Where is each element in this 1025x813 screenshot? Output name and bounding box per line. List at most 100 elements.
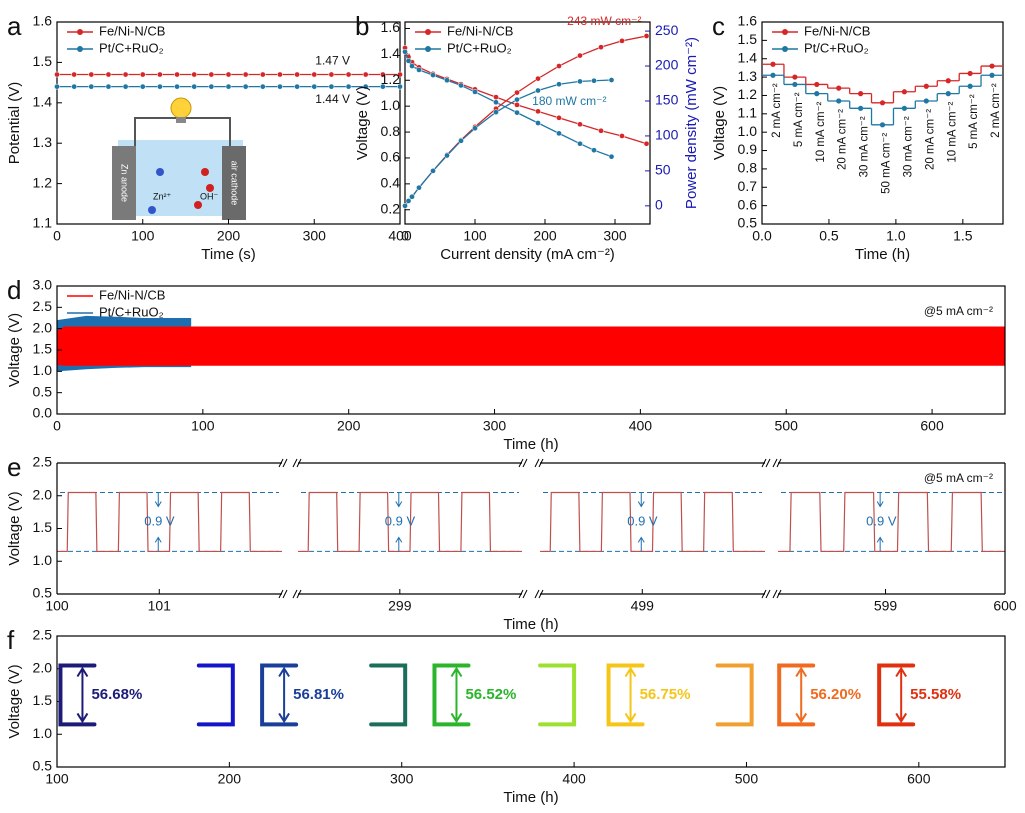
- axis-break: [761, 458, 771, 468]
- data-point: [923, 83, 929, 89]
- gap-arrows: [395, 492, 403, 552]
- axis-break: [761, 589, 771, 599]
- data-point: [535, 87, 541, 94]
- y-tick-label: 250: [655, 22, 679, 38]
- data-point: [88, 83, 95, 90]
- data-point: [294, 83, 300, 90]
- data-point: [174, 83, 180, 90]
- data-point: [535, 120, 541, 126]
- data-point: [402, 202, 408, 209]
- x-tick-label: 600: [920, 418, 944, 434]
- data-point: [416, 67, 422, 73]
- axis-break: [772, 589, 782, 599]
- axis-break: [292, 589, 302, 599]
- axis-break: [292, 458, 302, 468]
- data-point: [472, 89, 478, 95]
- step-label: 10 mA cm⁻²: [946, 101, 958, 162]
- inset-label: Zn²⁺: [153, 191, 172, 201]
- efficiency-arrow: [795, 666, 808, 724]
- y-tick-label: 1.4: [738, 49, 758, 65]
- data-point: [380, 71, 386, 78]
- x-tick-label: 300: [303, 228, 327, 244]
- axis-break: [772, 458, 782, 468]
- data-point: [945, 91, 951, 97]
- y-tick-label: 1.6: [33, 13, 53, 29]
- data-point: [311, 83, 318, 90]
- air-cathode: [222, 146, 246, 220]
- panel-label: b: [355, 11, 369, 41]
- data-point: [405, 198, 412, 204]
- bulb-base: [176, 117, 186, 123]
- y-tick-label: 2.5: [33, 298, 53, 314]
- x-tick-label: 100: [191, 418, 215, 434]
- efficiency-label: 55.58%: [910, 686, 961, 703]
- x-tick-label: 100: [45, 771, 69, 787]
- y-tick-label: 1.4: [33, 94, 53, 110]
- data-point: [858, 105, 864, 111]
- data-point: [493, 109, 499, 116]
- gap-label: 0.9 V: [866, 513, 897, 528]
- data-point: [105, 83, 112, 90]
- inset-label: air cathode: [230, 161, 240, 206]
- ion: [194, 201, 202, 209]
- data-point: [556, 114, 562, 121]
- data-point: [362, 83, 369, 90]
- data-point: [294, 71, 300, 78]
- annotation: 1.44 V: [315, 92, 350, 106]
- data-point: [345, 83, 352, 90]
- data-point: [458, 137, 464, 144]
- cycle-bracket: [58, 663, 97, 727]
- x-axis-label: Time (h): [503, 616, 558, 633]
- x-tick-label: 400: [629, 418, 653, 434]
- y-tick-label: 1.0: [33, 362, 53, 378]
- data-point: [208, 71, 215, 78]
- y-axis-label: Voltage (V): [6, 664, 23, 738]
- data-point: [54, 83, 60, 90]
- annotation: 180 mW cm⁻²: [532, 94, 606, 108]
- legend-label: Pt/C+RuO₂: [447, 40, 512, 55]
- axis-break: [278, 589, 288, 599]
- efficiency-arrow: [76, 666, 89, 724]
- data-point: [814, 81, 820, 88]
- step-label: 2 mA cm⁻²: [990, 83, 1002, 138]
- annotation: @5 mA cm⁻²: [924, 304, 993, 318]
- y-tick-label: 1.1: [738, 105, 758, 121]
- data-point: [556, 63, 562, 69]
- step-label: 5 mA cm⁻²: [793, 92, 805, 147]
- data-point: [967, 83, 973, 89]
- y-tick-label: 0.8: [738, 160, 758, 176]
- cycle-bracket: [877, 663, 916, 727]
- y-tick-label: 1.5: [33, 692, 53, 708]
- data-point: [88, 71, 95, 78]
- data-point: [409, 193, 415, 200]
- y-tick-label: 150: [655, 92, 679, 108]
- y-tick-label: 1.1: [33, 215, 53, 231]
- data-point: [405, 57, 412, 64]
- voltage-profile: [298, 491, 522, 553]
- data-point: [493, 94, 499, 100]
- axis-break: [278, 458, 288, 468]
- data-point: [901, 105, 907, 111]
- voltage-profile: [778, 491, 1005, 553]
- x-axis-label: Current density (mA cm⁻²): [440, 246, 615, 263]
- data-point: [71, 71, 78, 78]
- data-point: [71, 83, 78, 90]
- axis-break: [534, 589, 544, 599]
- cycle-bracket: [432, 663, 471, 727]
- inset-label: OH⁻: [200, 191, 219, 201]
- y-tick-label: 100: [655, 127, 679, 143]
- gap-label: 0.9 V: [627, 513, 658, 528]
- y-tick-label: 1.6: [381, 19, 401, 35]
- voltage-band: [57, 326, 1005, 366]
- cycle-bracket: [196, 663, 235, 727]
- data-point: [54, 71, 60, 78]
- data-point: [444, 152, 450, 159]
- data-point: [514, 96, 520, 103]
- plot-frame: [761, 21, 1004, 225]
- y-tick-label: 0.5: [33, 585, 53, 601]
- data-point: [430, 72, 436, 78]
- x-tick-label: 300: [483, 418, 507, 434]
- data-point: [345, 71, 352, 78]
- y-tick-label: 3.0: [33, 277, 53, 293]
